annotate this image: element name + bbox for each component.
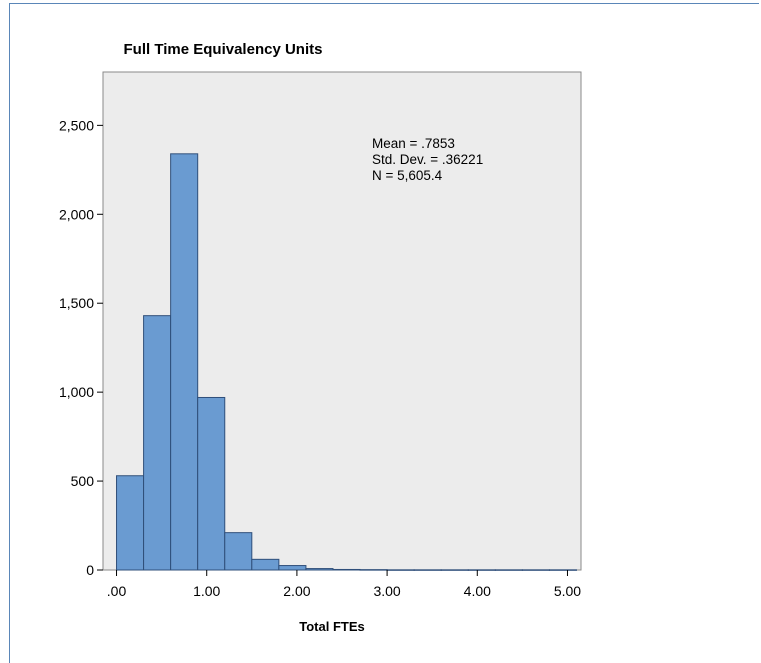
y-tick-label: 1,500 bbox=[59, 295, 94, 311]
stats-line: N = 5,605.4 bbox=[372, 168, 443, 183]
x-axis-label: Total FTEs bbox=[299, 619, 364, 634]
x-tick-label: 1.00 bbox=[193, 583, 220, 599]
y-tick-label: 2,500 bbox=[59, 117, 94, 133]
stats-line: Std. Dev. = .36221 bbox=[372, 152, 483, 167]
x-tick-label: 2.00 bbox=[283, 583, 310, 599]
histogram-bar bbox=[305, 568, 334, 571]
histogram-bar bbox=[386, 569, 415, 571]
histogram-bar bbox=[170, 153, 199, 571]
histogram-bar bbox=[359, 569, 388, 571]
x-tick-label: 5.00 bbox=[554, 583, 581, 599]
figure-frame: Full Time Equivalency Units 0 500 1,000 1,5… bbox=[9, 3, 759, 663]
histogram-bar bbox=[251, 558, 280, 571]
y-tick-label: 0 bbox=[86, 562, 94, 578]
bar-group bbox=[116, 153, 577, 571]
histogram-bar bbox=[467, 569, 496, 571]
histogram-bar bbox=[224, 532, 253, 571]
histogram-bar bbox=[521, 569, 550, 571]
y-tick-label: 500 bbox=[71, 473, 95, 489]
stats-line: Mean = .7853 bbox=[372, 136, 455, 151]
histogram-bar bbox=[440, 569, 469, 571]
histogram-bar bbox=[278, 565, 307, 571]
chart-title: Full Time Equivalency Units bbox=[124, 41, 323, 58]
histogram-chart: Full Time Equivalency Units 0 500 1,000 1,5… bbox=[59, 41, 582, 634]
histogram-bar bbox=[143, 315, 172, 571]
y-axis: 0 500 1,000 1,500 2,000 2,500 bbox=[59, 117, 103, 578]
histogram-bar bbox=[116, 475, 145, 571]
histogram-bar bbox=[548, 569, 577, 571]
x-axis: .00 1.00 2.00 3.00 4.00 5.00 bbox=[107, 570, 581, 599]
histogram-bar bbox=[413, 569, 442, 571]
y-tick-label: 1,000 bbox=[59, 384, 94, 400]
x-tick-label: 4.00 bbox=[464, 583, 491, 599]
x-tick-label: 3.00 bbox=[373, 583, 400, 599]
histogram-bar bbox=[197, 396, 226, 571]
histogram-bar bbox=[332, 568, 361, 571]
y-tick-label: 2,000 bbox=[59, 206, 94, 222]
histogram-bar bbox=[494, 569, 523, 571]
x-tick-label: .00 bbox=[107, 583, 127, 599]
